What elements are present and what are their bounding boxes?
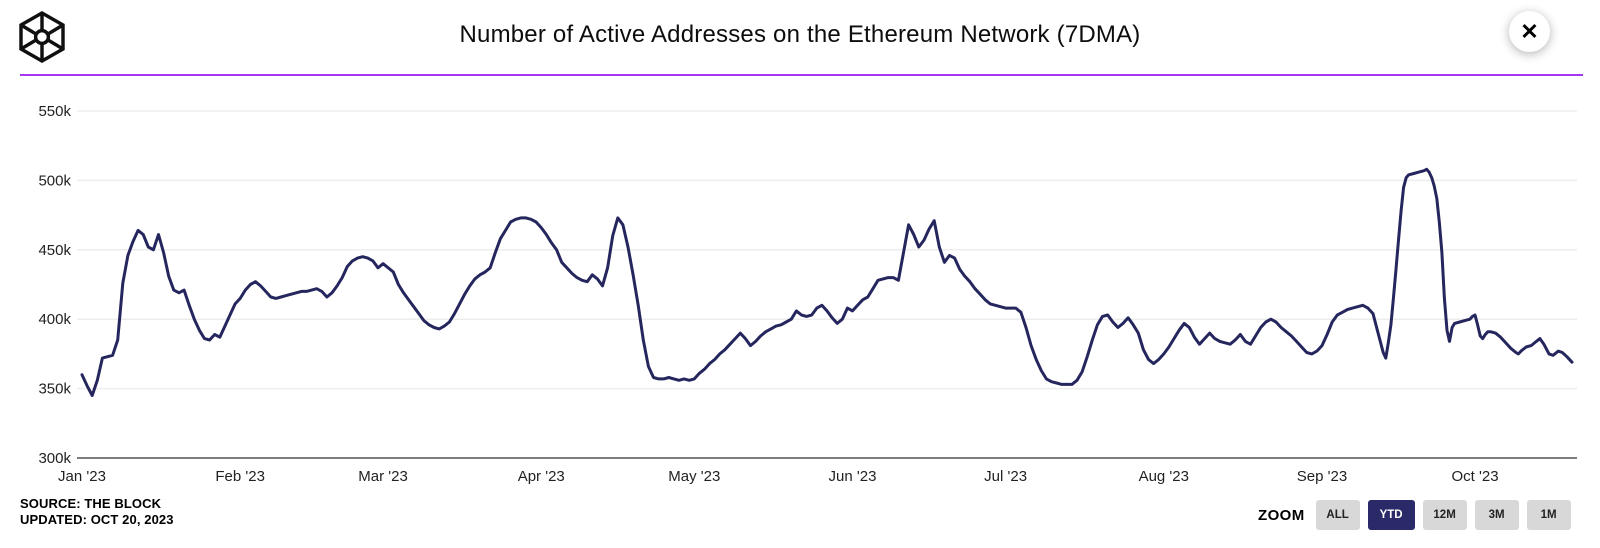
zoom-button-12m[interactable]: 12M	[1422, 500, 1467, 530]
series-line	[80, 167, 1574, 397]
x-axis-tick-label: Jun '23	[829, 468, 877, 485]
x-axis-tick-label: Feb '23	[215, 468, 265, 485]
source-line: SOURCE: THE BLOCK	[20, 496, 162, 511]
y-axis-tick-label: 450k	[38, 242, 71, 259]
updated-line: UPDATED: OCT 20, 2023	[20, 512, 174, 527]
zoom-button-1m[interactable]: 1M	[1526, 500, 1571, 530]
purple-divider	[20, 74, 1583, 76]
page-title: Number of Active Addresses on the Ethere…	[459, 21, 1141, 48]
x-axis-tick-label: Aug '23	[1139, 468, 1189, 485]
the-block-logo-icon	[19, 11, 65, 63]
x-axis-tick-label: Oct '23	[1452, 468, 1499, 485]
close-icon: ✕	[1520, 18, 1539, 44]
source-attribution: SOURCE: THE BLOCK UPDATED: OCT 20, 2023	[20, 496, 174, 528]
zoom-label: ZOOM	[1258, 506, 1305, 524]
zoom-button-all[interactable]: ALL	[1315, 500, 1360, 530]
zoom-button-ytd[interactable]: YTD	[1367, 500, 1415, 530]
close-button[interactable]: ✕	[1509, 11, 1550, 52]
x-axis-tick-label: Jul '23	[984, 468, 1027, 485]
x-axis-tick-label: May '23	[668, 468, 720, 485]
y-axis-tick-label: 350k	[38, 381, 71, 398]
x-axis-tick-label: Apr '23	[518, 468, 565, 485]
x-axis-tick-label: Jan '23	[58, 468, 106, 485]
zoom-button-3m[interactable]: 3M	[1474, 500, 1519, 530]
y-axis-tick-label: 500k	[38, 172, 71, 189]
zoom-controls: ZOOM ALL YTD 12M 3M 1M	[1258, 500, 1571, 530]
the-block-logo	[18, 9, 66, 65]
x-axis-tick-label: Sep '23	[1297, 468, 1347, 485]
y-axis-tick-label: 400k	[38, 311, 71, 328]
x-axis-tick-label: Mar '23	[358, 468, 408, 485]
y-axis-tick-label: 300k	[38, 450, 71, 467]
y-axis-tick-label: 550k	[38, 103, 71, 120]
